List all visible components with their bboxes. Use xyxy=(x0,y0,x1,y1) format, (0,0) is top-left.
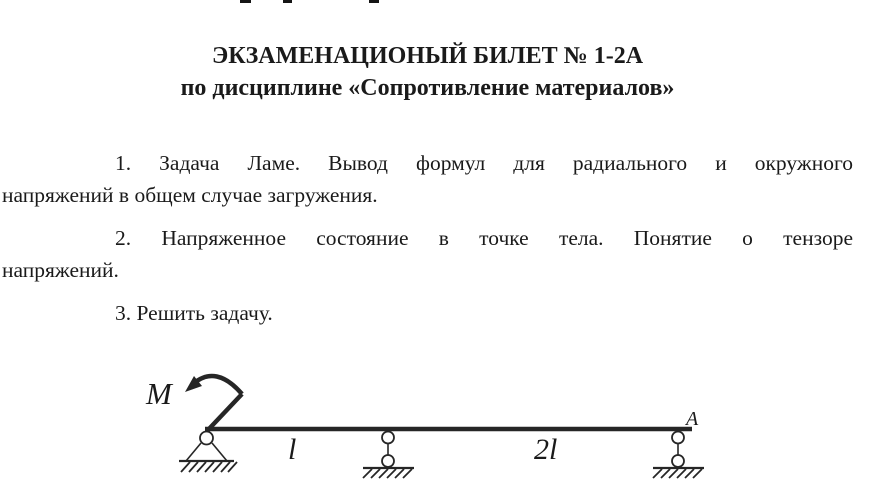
question-3: 3. Решить задачу. xyxy=(2,297,853,329)
moment-arrowhead-icon xyxy=(185,376,202,392)
point-a-label: A xyxy=(684,408,699,430)
span2-label: 2l xyxy=(534,433,557,466)
cut-off-text-fragment xyxy=(240,0,251,3)
question-2-line-1: 2. Напряженное состояние в точке тела. П… xyxy=(115,226,853,250)
pin-hinge-icon xyxy=(199,430,214,446)
moment-label: M xyxy=(145,376,174,411)
roller-bottom-icon xyxy=(671,454,685,468)
ground-hatching-icon xyxy=(362,468,413,479)
roller-support-right xyxy=(652,430,704,479)
question-1: 1. Задача Ламе. Вывод формул для радиаль… xyxy=(2,147,853,211)
ground-hatching-icon xyxy=(180,461,238,473)
document-title: ЭКЗАМЕНАЦИОНЫЙ БИЛЕТ № 1-2А по дисциплин… xyxy=(2,40,853,104)
cut-off-text-fragment xyxy=(369,0,379,3)
question-3-line-1: 3. Решить задачу. xyxy=(115,301,273,325)
question-1-line-1: 1. Задача Ламе. Вывод формул для радиаль… xyxy=(115,151,853,175)
ground-hatching-icon xyxy=(652,468,703,479)
roller-top-icon xyxy=(381,430,395,445)
beam-diagram-ink xyxy=(179,373,704,479)
span1-label: l xyxy=(288,433,296,466)
question-2-line-2: напряжений. xyxy=(2,258,119,282)
cut-off-text-fragment xyxy=(283,0,292,3)
roller-support-middle xyxy=(362,430,414,479)
question-1-line-2: напряжений в общем случае загружения. xyxy=(2,183,378,207)
title-line-1: ЭКЗАМЕНАЦИОНЫЙ БИЛЕТ № 1-2А xyxy=(211,43,644,69)
title-line-2: по дисциплине «Сопротивление материалов» xyxy=(180,75,675,101)
pinned-support-left xyxy=(179,430,238,473)
roller-bottom-icon xyxy=(381,454,395,468)
question-2: 2. Напряженное состояние в точке тела. П… xyxy=(2,222,853,286)
roller-top-icon xyxy=(671,430,685,445)
moment-arm xyxy=(205,392,244,433)
